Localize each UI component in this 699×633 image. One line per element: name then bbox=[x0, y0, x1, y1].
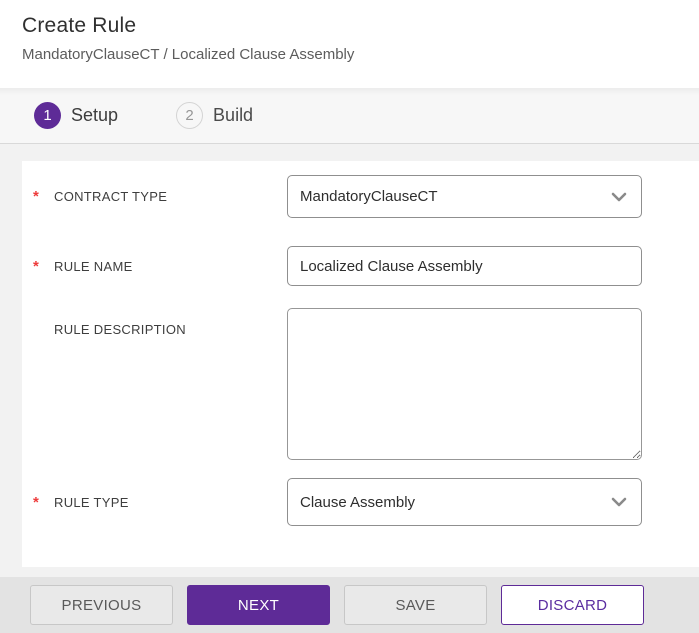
page-header: Create Rule MandatoryClauseCT / Localize… bbox=[0, 0, 699, 88]
contract-type-select[interactable]: MandatoryClauseCT bbox=[287, 175, 642, 218]
breadcrumb: MandatoryClauseCT / Localized Clause Ass… bbox=[22, 46, 355, 63]
contract-type-value: MandatoryClauseCT bbox=[300, 188, 438, 205]
rule-name-row: * RULE NAME bbox=[22, 246, 699, 286]
rule-type-label: RULE TYPE bbox=[54, 494, 129, 510]
required-asterisk: * bbox=[33, 188, 39, 205]
rule-name-label-wrap: * RULE NAME bbox=[22, 258, 287, 275]
required-asterisk: * bbox=[33, 257, 39, 275]
wizard-stepper: 1 Setup 2 Build bbox=[0, 88, 699, 144]
main-area: * CONTRACT TYPE MandatoryClauseCT * RULE… bbox=[0, 144, 699, 577]
rule-name-label: RULE NAME bbox=[54, 258, 133, 274]
rule-type-row: * RULE TYPE Clause Assembly bbox=[22, 478, 699, 526]
rule-name-input[interactable] bbox=[287, 246, 642, 286]
rule-description-textarea[interactable] bbox=[287, 308, 642, 460]
contract-type-label: CONTRACT TYPE bbox=[54, 189, 168, 204]
rule-description-label-wrap: * RULE DESCRIPTION bbox=[22, 308, 287, 338]
contract-type-row: * CONTRACT TYPE MandatoryClauseCT bbox=[22, 175, 699, 218]
previous-button[interactable]: PREVIOUS bbox=[30, 585, 173, 625]
rule-description-label: RULE DESCRIPTION bbox=[54, 322, 186, 337]
contract-type-label-wrap: * CONTRACT TYPE bbox=[22, 188, 287, 205]
chevron-down-icon bbox=[611, 192, 627, 201]
rule-type-value: Clause Assembly bbox=[300, 493, 416, 511]
discard-button[interactable]: DISCARD bbox=[501, 585, 644, 625]
chevron-down-icon bbox=[611, 497, 627, 507]
required-asterisk: * bbox=[33, 493, 39, 511]
step-build[interactable]: 2 Build bbox=[176, 102, 253, 129]
footer-action-bar: PREVIOUS NEXT SAVE DISCARD bbox=[0, 577, 699, 633]
step-number-badge: 2 bbox=[176, 102, 204, 129]
step-label: Setup bbox=[71, 105, 119, 125]
next-button[interactable]: NEXT bbox=[187, 585, 330, 625]
step-setup[interactable]: 1 Setup bbox=[34, 102, 118, 129]
step-number-badge: 1 bbox=[34, 102, 61, 129]
page-title: Create Rule bbox=[22, 14, 137, 37]
save-button[interactable]: SAVE bbox=[344, 585, 487, 625]
rule-type-select[interactable]: Clause Assembly bbox=[287, 478, 642, 526]
rule-type-label-wrap: * RULE TYPE bbox=[22, 494, 287, 511]
create-rule-form: * CONTRACT TYPE MandatoryClauseCT * RULE… bbox=[22, 161, 699, 567]
rule-description-row: * RULE DESCRIPTION bbox=[22, 308, 699, 460]
step-label: Build bbox=[213, 105, 254, 125]
